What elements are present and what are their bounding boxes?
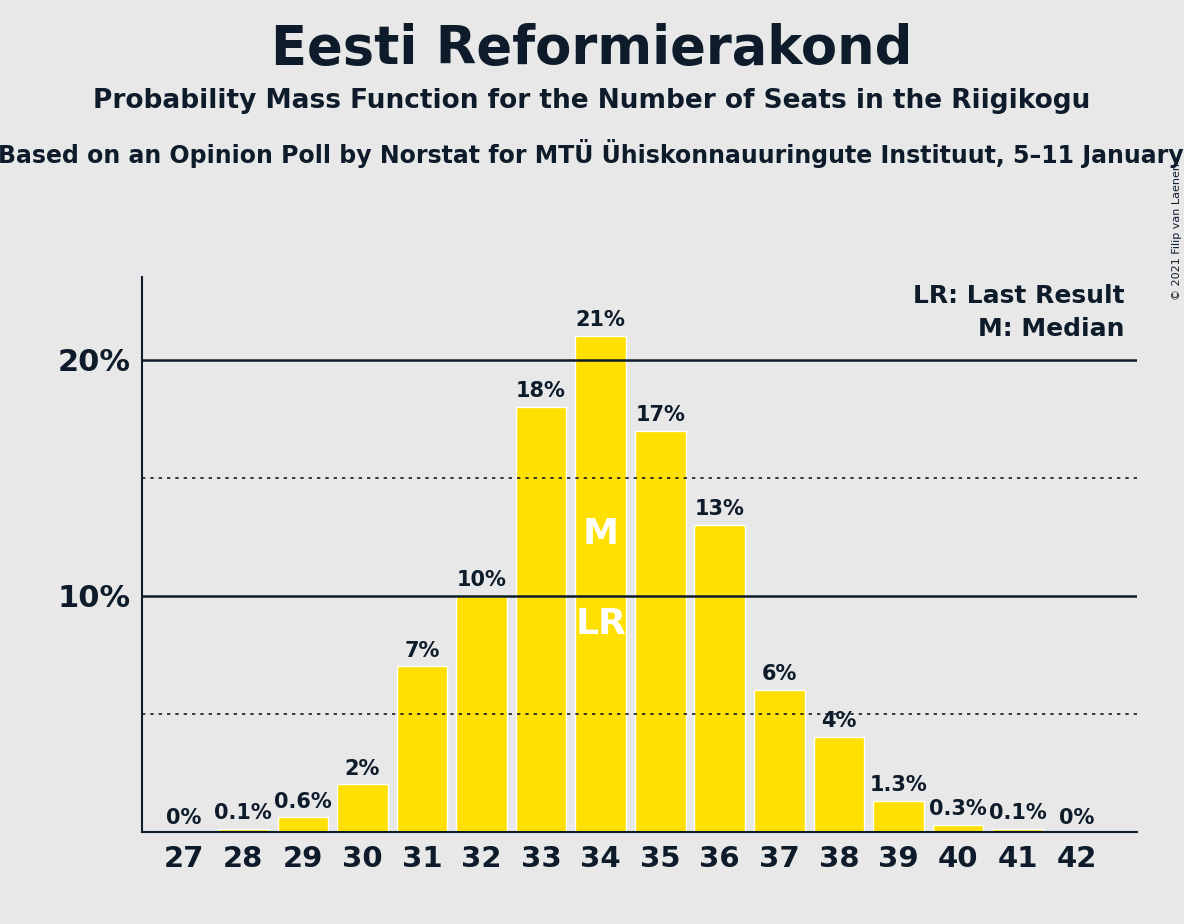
- Text: Eesti Reformierakond: Eesti Reformierakond: [271, 23, 913, 75]
- Text: M: M: [583, 517, 619, 552]
- Text: 4%: 4%: [822, 711, 856, 731]
- Text: 21%: 21%: [575, 310, 625, 330]
- Bar: [456, 596, 507, 832]
- Text: 2%: 2%: [345, 759, 380, 779]
- Text: 0.1%: 0.1%: [989, 803, 1047, 823]
- Bar: [397, 666, 448, 832]
- Text: 0.1%: 0.1%: [214, 803, 272, 823]
- Text: 13%: 13%: [695, 499, 745, 519]
- Bar: [218, 829, 269, 832]
- Bar: [575, 336, 626, 832]
- Bar: [695, 525, 745, 832]
- Text: 0%: 0%: [166, 808, 201, 828]
- Bar: [516, 407, 566, 832]
- Text: 7%: 7%: [404, 640, 439, 661]
- Bar: [813, 737, 864, 832]
- Bar: [635, 431, 686, 832]
- Text: 0%: 0%: [1060, 808, 1095, 828]
- Text: 17%: 17%: [636, 405, 686, 425]
- Text: 0.3%: 0.3%: [929, 798, 986, 819]
- Text: Probability Mass Function for the Number of Seats in the Riigikogu: Probability Mass Function for the Number…: [94, 88, 1090, 114]
- Text: 0.6%: 0.6%: [274, 792, 332, 811]
- Text: M: Median: M: Median: [978, 317, 1125, 341]
- Text: 18%: 18%: [516, 381, 566, 401]
- Bar: [754, 690, 805, 832]
- Text: 6%: 6%: [761, 664, 797, 684]
- Bar: [992, 829, 1043, 832]
- Text: 10%: 10%: [457, 570, 507, 590]
- Bar: [337, 784, 387, 832]
- Text: LR: LR: [575, 606, 626, 640]
- Text: Based on an Opinion Poll by Norstat for MTÜ Ühiskonnauuringute Instituut, 5–11 J: Based on an Opinion Poll by Norstat for …: [0, 139, 1184, 167]
- Bar: [873, 801, 924, 832]
- Bar: [277, 818, 328, 832]
- Text: © 2021 Filip van Laenen: © 2021 Filip van Laenen: [1172, 163, 1182, 299]
- Bar: [933, 824, 983, 832]
- Text: LR: Last Result: LR: Last Result: [913, 285, 1125, 309]
- Text: 1.3%: 1.3%: [869, 775, 927, 795]
